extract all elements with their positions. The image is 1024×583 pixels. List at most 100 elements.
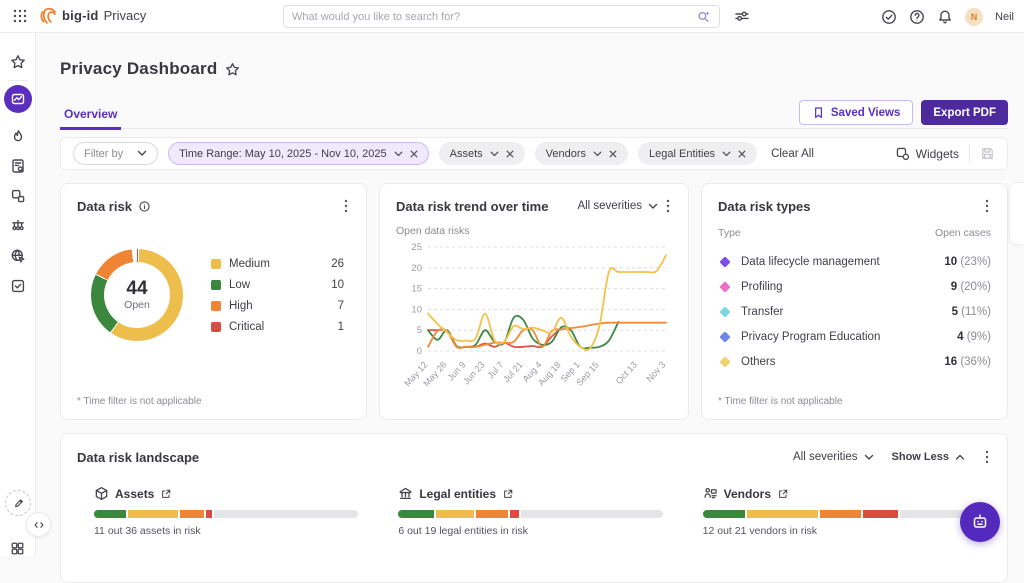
data-risk-types-card: Data risk types Type Open cases Data lif… — [701, 183, 1008, 420]
data-map-icon[interactable] — [10, 218, 26, 234]
landscape-group: Legal entities 6 out 19 legal entities i… — [398, 486, 662, 537]
page-title: Privacy Dashboard — [60, 59, 217, 79]
landscape-group: Assets 11 out 36 assets in risk — [94, 486, 358, 537]
landscape-group-header[interactable]: Vendors — [703, 486, 967, 501]
data-risk-flame-icon[interactable] — [10, 129, 26, 145]
global-search[interactable] — [283, 5, 720, 28]
bigid-logo[interactable]: big-id Privacy — [38, 6, 146, 25]
svg-text:Nov 3: Nov 3 — [644, 360, 667, 384]
svg-text:Jul 21: Jul 21 — [501, 360, 525, 385]
severity-filter-select[interactable]: All severities — [577, 200, 658, 212]
card-title: Data risk landscape — [77, 450, 775, 465]
svg-text:5: 5 — [417, 325, 422, 336]
svg-text:15: 15 — [411, 284, 422, 295]
bell-icon[interactable] — [937, 9, 953, 25]
tab-overview[interactable]: Overview — [60, 103, 121, 130]
logo-text: big-id — [62, 8, 99, 23]
data-risk-donut-chart[interactable]: 44 Open — [91, 249, 183, 341]
apps-grid-icon[interactable] — [10, 541, 25, 556]
svg-text:Oct 13: Oct 13 — [614, 360, 639, 386]
landscape-group: Vendors 12 out 21 vendors in risk — [703, 486, 967, 537]
data-flows-icon[interactable] — [10, 188, 26, 204]
filter-chip[interactable]: Assets — [439, 142, 525, 165]
external-link-icon[interactable] — [502, 488, 514, 500]
filter-chip[interactable]: Legal Entities — [638, 142, 757, 165]
dashboard-icon[interactable] — [4, 85, 32, 113]
more-menu-icon[interactable] — [983, 448, 991, 466]
save-view-icon[interactable] — [980, 146, 995, 161]
developer-code-icon[interactable] — [26, 512, 51, 537]
reports-icon[interactable] — [10, 158, 26, 174]
favorites-star-icon[interactable] — [10, 54, 26, 70]
help-icon[interactable] — [909, 9, 925, 25]
risk-caption: 11 out 36 assets in risk — [94, 525, 358, 537]
svg-text:0: 0 — [417, 346, 422, 357]
risk-caption: 6 out 19 legal entities in risk — [398, 525, 662, 537]
divider — [969, 145, 970, 163]
external-link-icon[interactable] — [160, 488, 172, 500]
risk-distribution-bar — [94, 510, 358, 518]
column-type: Type — [718, 227, 741, 239]
filter-chip[interactable]: Time Range: May 10, 2025 - Nov 10, 2025 — [168, 142, 429, 165]
info-icon[interactable] — [138, 200, 151, 213]
tab-bar: Overview Saved Views Export PDF — [60, 103, 1008, 129]
filter-by-select[interactable]: Filter by — [73, 142, 158, 165]
data-risk-trend-card: Data risk trend over time All severities… — [379, 183, 689, 420]
topbar: big-id Privacy N Neil — [0, 0, 1024, 33]
avatar[interactable]: N — [965, 8, 983, 26]
time-filter-note: * Time filter is not applicable — [718, 396, 843, 407]
edit-pencil-icon[interactable] — [5, 490, 31, 516]
time-filter-note: * Time filter is not applicable — [77, 396, 202, 407]
card-title: Data risk trend over time — [396, 199, 548, 214]
ai-search-icon[interactable] — [697, 10, 711, 24]
landscape-group-header[interactable]: Assets — [94, 486, 358, 501]
app-grid-icon[interactable] — [12, 8, 28, 29]
privacy-portal-icon[interactable] — [10, 248, 26, 264]
more-menu-icon[interactable] — [983, 197, 991, 215]
user-name: Neil — [995, 11, 1014, 23]
bank-icon — [398, 486, 413, 501]
clear-all-button[interactable]: Clear All — [771, 148, 814, 160]
search-input[interactable] — [292, 11, 697, 23]
filter-chip[interactable]: Vendors — [535, 142, 628, 165]
data-risk-landscape-card: Data risk landscape All severities Show … — [60, 433, 1008, 583]
svg-text:25: 25 — [411, 242, 422, 253]
favorite-star-icon[interactable] — [225, 62, 240, 77]
cube-icon — [94, 486, 109, 501]
card-title: Data risk — [77, 199, 132, 214]
saved-views-button[interactable]: Saved Views — [799, 100, 913, 125]
sliders-icon[interactable] — [734, 8, 750, 29]
main-content: Privacy Dashboard Overview Saved Views E… — [36, 33, 1024, 556]
more-menu-icon[interactable] — [342, 197, 350, 215]
show-less-toggle[interactable]: Show Less — [892, 451, 965, 463]
assistant-fab[interactable] — [960, 502, 1000, 542]
open-risk-count: 44 — [126, 279, 147, 299]
card-title: Data risk types — [718, 199, 811, 214]
widgets-button[interactable]: Widgets — [895, 146, 959, 161]
product-name: Privacy — [104, 8, 147, 23]
more-menu-icon[interactable] — [664, 197, 672, 215]
risk-distribution-bar — [398, 510, 662, 518]
svg-text:20: 20 — [411, 263, 422, 274]
external-link-icon[interactable] — [777, 488, 789, 500]
risk-caption: 12 out 21 vendors in risk — [703, 525, 967, 537]
severity-filter-select[interactable]: All severities — [793, 451, 874, 463]
collapsed-panel-handle[interactable] — [1009, 182, 1024, 245]
export-pdf-button[interactable]: Export PDF — [921, 100, 1008, 125]
tasks-icon[interactable] — [10, 278, 26, 294]
column-open-cases: Open cases — [935, 227, 991, 239]
check-circle-icon[interactable] — [881, 9, 897, 25]
sidebar-divider — [8, 80, 28, 81]
landscape-group-header[interactable]: Legal entities — [398, 486, 662, 501]
